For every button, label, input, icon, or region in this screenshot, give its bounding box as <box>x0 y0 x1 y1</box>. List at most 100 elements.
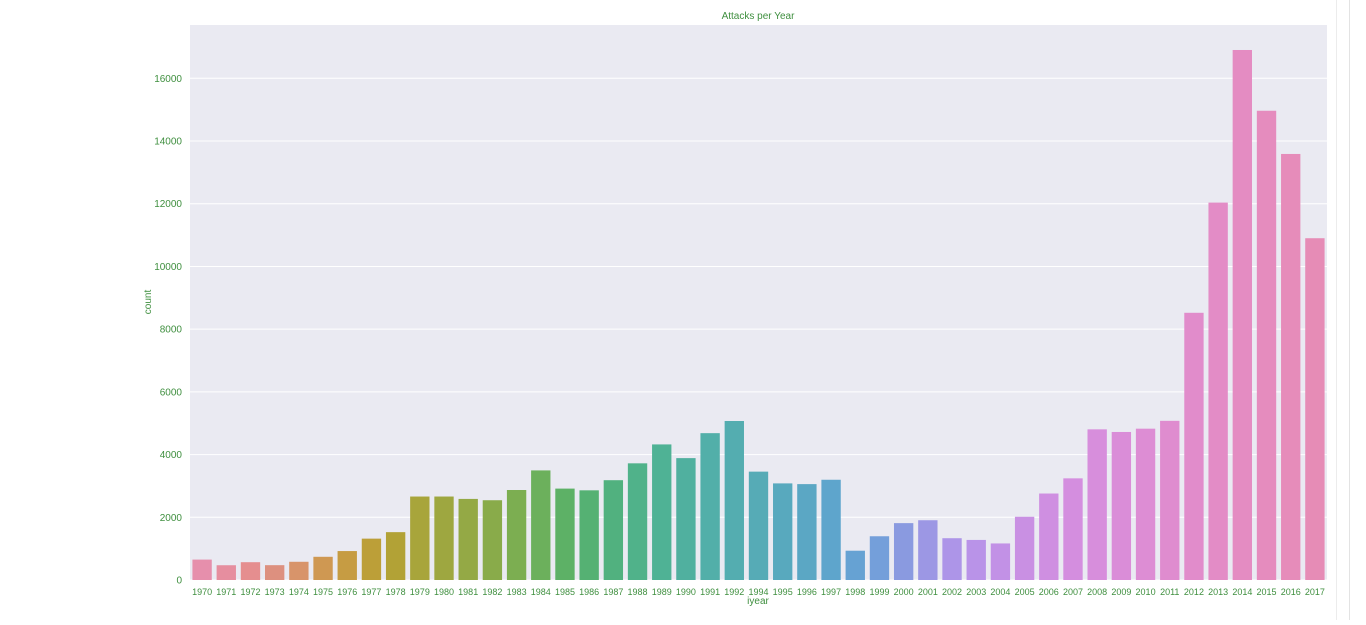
bar-2014 <box>1232 49 1253 581</box>
x-tick-label: 1986 <box>579 587 599 597</box>
x-tick-label: 2000 <box>894 587 914 597</box>
x-tick-label: 1977 <box>361 587 381 597</box>
x-tick-label: 1988 <box>628 587 648 597</box>
bar-1991 <box>700 433 720 580</box>
x-tick-label: 1979 <box>410 587 430 597</box>
x-tick-label: 1984 <box>531 587 551 597</box>
x-tick-label: 1991 <box>700 587 720 597</box>
x-tick-label: 1981 <box>458 587 478 597</box>
x-tick-label: 1990 <box>676 587 696 597</box>
x-tick-labels: 1970 1971 1972 1973 1974 1975 1976 1977 1978 1979… <box>192 587 1325 597</box>
bar-1984 <box>531 470 551 580</box>
bar-2009 <box>1111 431 1132 580</box>
bar-2000 <box>893 523 914 580</box>
y-tick-label: 10000 <box>154 262 182 273</box>
bar-1998 <box>845 550 865 580</box>
bar-1994 <box>748 471 769 580</box>
y-tick-label: 2000 <box>160 513 183 524</box>
bar-2011 <box>1160 420 1180 580</box>
x-tick-label: 1997 <box>821 587 841 597</box>
x-tick-label: 1974 <box>289 587 309 597</box>
x-tick-label: 1983 <box>507 587 527 597</box>
x-tick-label: 1970 <box>192 587 212 597</box>
x-tick-label: 2001 <box>918 587 938 597</box>
x-tick-label: 2009 <box>1111 587 1131 597</box>
bar-1986 <box>579 490 599 580</box>
x-tick-label: 1996 <box>797 587 817 597</box>
y-tick-label: 0 <box>176 576 182 587</box>
bar-1972 <box>240 562 261 580</box>
bar-1977 <box>361 538 382 580</box>
y-tick-label: 4000 <box>160 450 183 461</box>
bar-1987 <box>603 480 624 580</box>
x-tick-label: 1982 <box>482 587 502 597</box>
page-edge-divider <box>1336 0 1337 620</box>
x-tick-label: 2012 <box>1184 587 1204 597</box>
bar-2010 <box>1135 428 1156 580</box>
x-tick-label: 2008 <box>1087 587 1107 597</box>
x-tick-label: 1992 <box>724 587 744 597</box>
y-tick-labels: 0 2000 4000 6000 8000 10000 12000 14000 16000 <box>154 74 182 587</box>
x-tick-label: 2015 <box>1257 587 1277 597</box>
x-axis-label: iyear <box>747 596 769 607</box>
bar-2013 <box>1208 202 1228 580</box>
bar-2005 <box>1014 516 1035 580</box>
x-tick-label: 2013 <box>1208 587 1228 597</box>
x-tick-label: 2006 <box>1039 587 1059 597</box>
x-tick-label: 1971 <box>216 587 236 597</box>
bar-1988 <box>627 463 648 580</box>
x-tick-label: 2014 <box>1232 587 1252 597</box>
y-tick-label: 8000 <box>160 325 183 336</box>
x-tick-label: 1987 <box>603 587 623 597</box>
bar-1976 <box>337 551 357 580</box>
bar-1975 <box>313 556 333 580</box>
x-tick-label: 2011 <box>1160 587 1179 597</box>
vertical-scrollbar[interactable] <box>1349 0 1366 620</box>
bar-1985 <box>555 488 575 580</box>
bar-1995 <box>773 483 793 580</box>
x-tick-label: 1976 <box>337 587 357 597</box>
x-tick-label: 2017 <box>1305 587 1325 597</box>
bar-2004 <box>990 543 1011 580</box>
bar-1973 <box>264 565 285 580</box>
bar-2007 <box>1063 478 1083 580</box>
bar-1981 <box>458 498 478 580</box>
x-tick-label: 2016 <box>1281 587 1301 597</box>
bar-2016 <box>1281 153 1301 580</box>
x-tick-label: 1995 <box>773 587 793 597</box>
x-tick-label: 1972 <box>240 587 260 597</box>
x-tick-label: 2005 <box>1015 587 1035 597</box>
x-tick-label: 2002 <box>942 587 962 597</box>
y-tick-label: 12000 <box>154 199 182 210</box>
chart-title: Attacks per Year <box>722 11 795 22</box>
bar-2006 <box>1039 493 1059 580</box>
x-tick-label: 1985 <box>555 587 575 597</box>
x-tick-label: 1999 <box>869 587 889 597</box>
x-tick-label: 2004 <box>990 587 1010 597</box>
bar-2002 <box>942 538 962 580</box>
x-tick-label: 2007 <box>1063 587 1083 597</box>
bar-1989 <box>652 444 672 580</box>
bar-2015 <box>1256 110 1277 580</box>
x-tick-label: 2003 <box>966 587 986 597</box>
bar-2012 <box>1184 312 1204 580</box>
x-tick-label: 1998 <box>845 587 865 597</box>
bar-2001 <box>918 520 938 580</box>
bar-1997 <box>821 479 841 580</box>
bar-1974 <box>289 561 309 580</box>
bar-2017 <box>1305 238 1325 580</box>
bar-1996 <box>797 484 817 580</box>
x-tick-label: 1978 <box>386 587 406 597</box>
bar-1970 <box>192 559 212 580</box>
bar-1979 <box>410 496 430 580</box>
y-tick-label: 6000 <box>160 387 183 398</box>
x-tick-label: 1994 <box>748 587 768 597</box>
bar-1992 <box>724 420 744 580</box>
bar-1983 <box>506 490 527 580</box>
x-tick-label: 1980 <box>434 587 454 597</box>
bar-1971 <box>216 565 236 580</box>
bars <box>192 49 1325 581</box>
y-tick-label: 16000 <box>154 74 182 85</box>
y-tick-label: 14000 <box>154 137 182 148</box>
